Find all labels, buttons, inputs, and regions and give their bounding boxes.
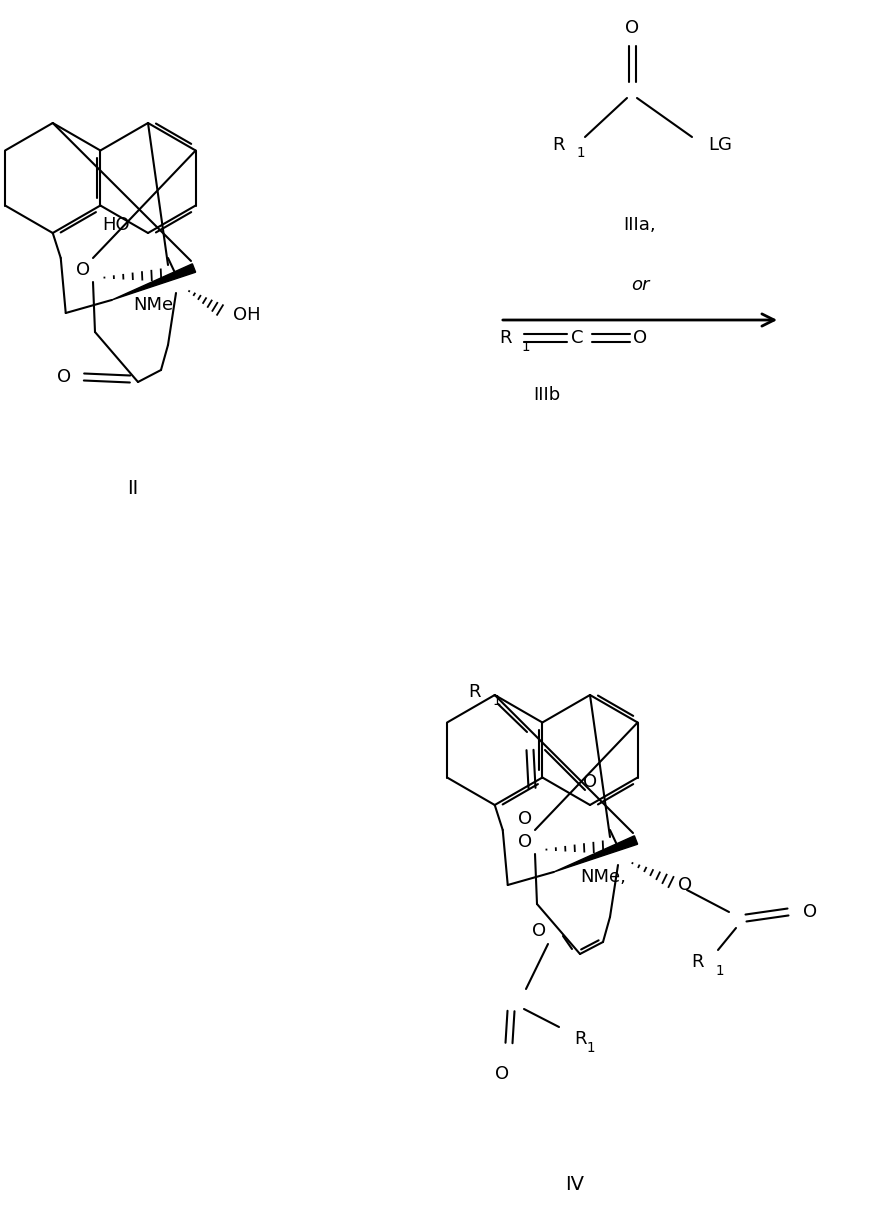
Polygon shape — [554, 836, 638, 872]
Text: O: O — [518, 809, 532, 828]
Text: LG: LG — [708, 137, 732, 154]
Text: O: O — [583, 773, 597, 791]
Text: R: R — [499, 329, 512, 347]
Text: II: II — [127, 479, 139, 497]
Text: R: R — [574, 1030, 587, 1048]
Text: HO: HO — [102, 216, 130, 234]
Text: IIIa,: IIIa, — [624, 216, 656, 234]
Text: 1: 1 — [493, 694, 502, 708]
Text: 1: 1 — [522, 340, 530, 354]
Text: or: or — [631, 275, 650, 294]
Text: R: R — [692, 953, 704, 972]
Text: 1: 1 — [716, 964, 725, 978]
Text: O: O — [495, 1065, 509, 1082]
Text: 1: 1 — [577, 146, 585, 160]
Text: O: O — [633, 329, 647, 347]
Text: R: R — [469, 683, 481, 701]
Text: NMe,: NMe, — [581, 868, 626, 886]
Text: C: C — [571, 329, 583, 347]
Text: O: O — [803, 903, 817, 922]
Text: 1: 1 — [587, 1041, 596, 1054]
Text: O: O — [56, 368, 71, 386]
Text: O: O — [678, 876, 692, 894]
Text: IV: IV — [565, 1175, 584, 1195]
Text: R: R — [553, 137, 565, 154]
Text: O: O — [76, 261, 90, 279]
Text: OH: OH — [233, 306, 261, 324]
Text: O: O — [532, 922, 546, 940]
Text: O: O — [625, 20, 639, 37]
Text: O: O — [518, 833, 532, 851]
Text: IIIb: IIIb — [533, 386, 561, 403]
Text: NMe: NMe — [134, 296, 174, 315]
Polygon shape — [112, 263, 195, 300]
